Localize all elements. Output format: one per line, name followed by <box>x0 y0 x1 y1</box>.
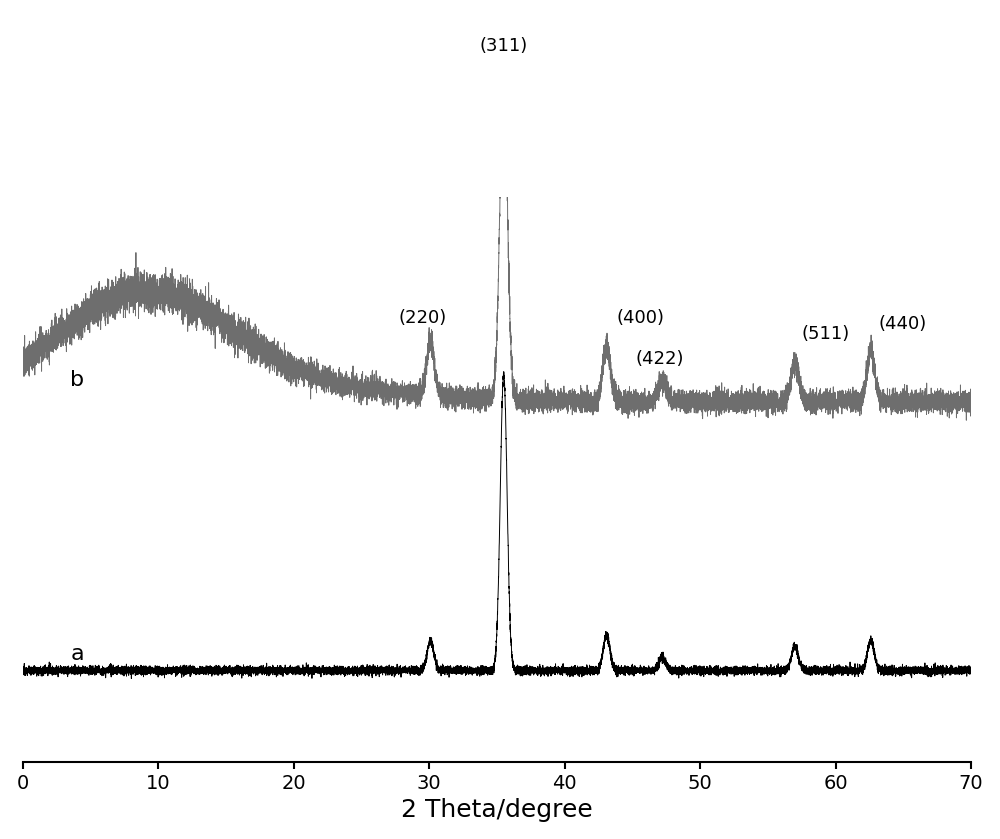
Text: a: a <box>70 644 84 664</box>
Text: (440): (440) <box>879 315 927 333</box>
Text: (400): (400) <box>616 310 664 327</box>
Text: (220): (220) <box>398 310 447 327</box>
Text: b: b <box>70 370 84 390</box>
Text: (311): (311) <box>480 38 528 55</box>
Text: (422): (422) <box>635 350 684 367</box>
X-axis label: 2 Theta/degree: 2 Theta/degree <box>401 799 593 822</box>
Text: (511): (511) <box>802 326 850 343</box>
